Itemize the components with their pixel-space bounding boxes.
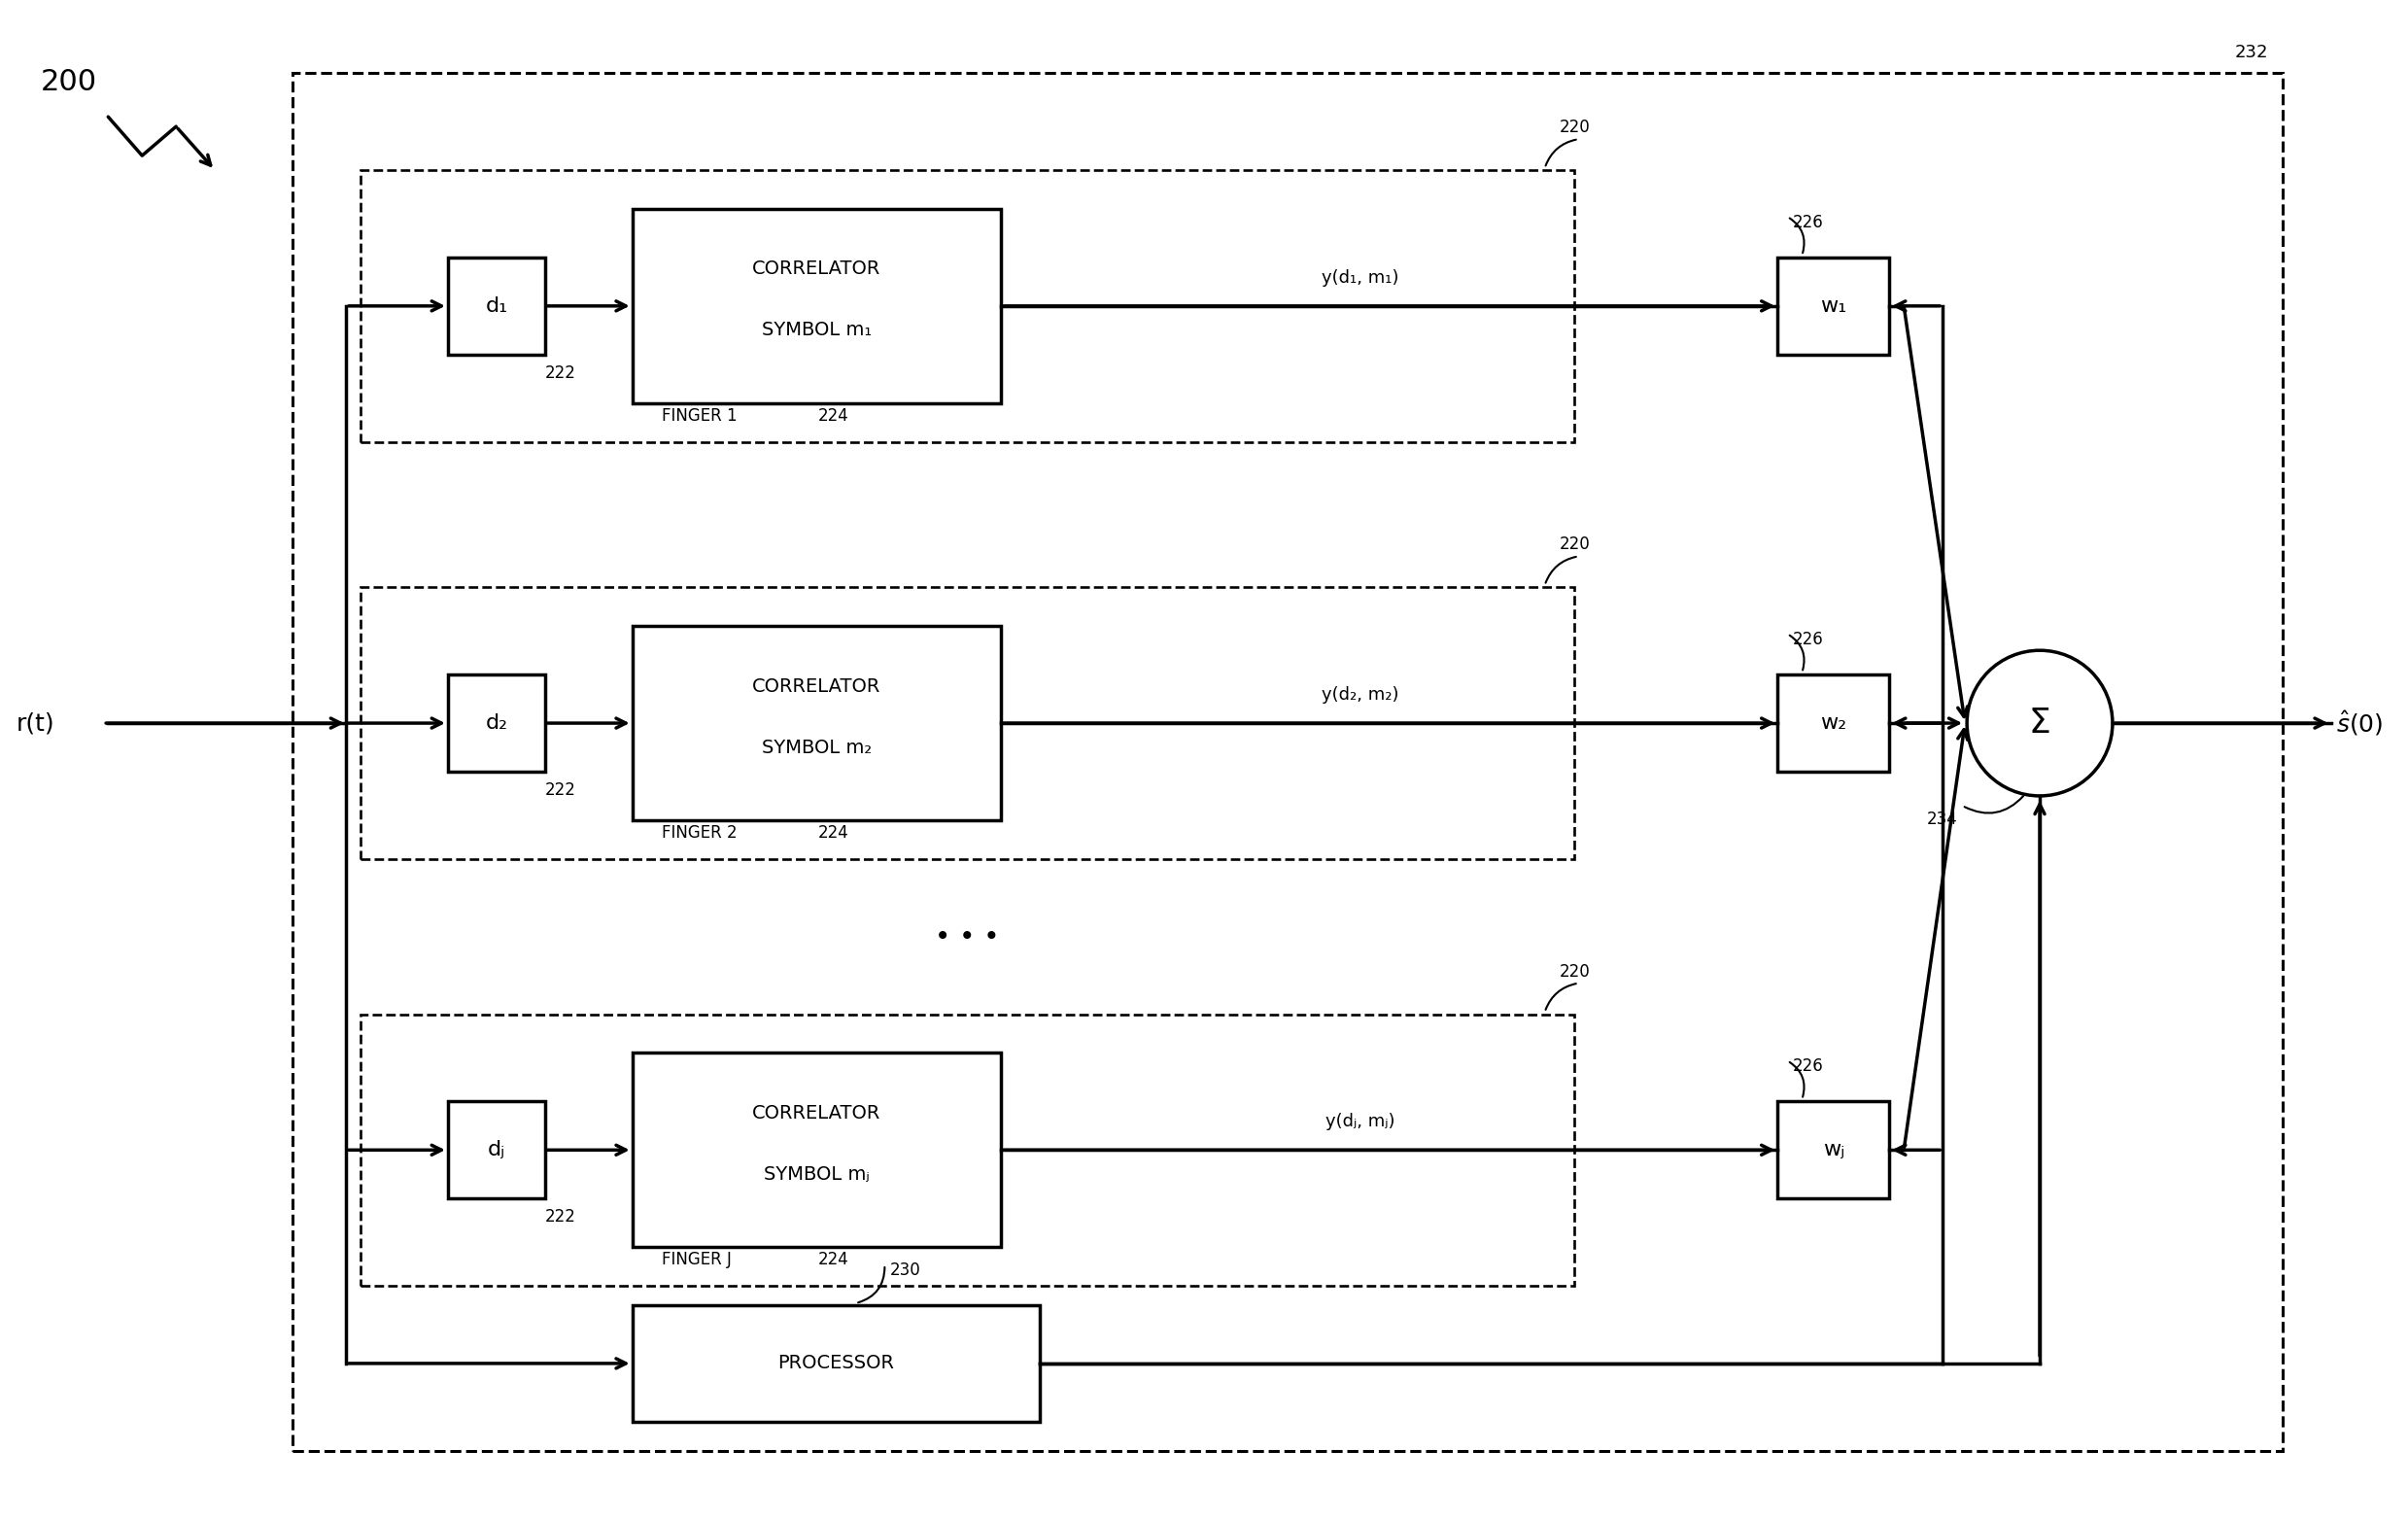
Text: r(t): r(t) — [17, 711, 55, 734]
Text: 222: 222 — [544, 365, 576, 382]
Text: w₁: w₁ — [1820, 296, 1847, 316]
Text: Σ: Σ — [2028, 707, 2052, 740]
Text: SYMBOL mⱼ: SYMBOL mⱼ — [763, 1164, 869, 1184]
Bar — [633, 1053, 1002, 1246]
Text: 200: 200 — [41, 68, 96, 96]
Text: y(dⱼ, mⱼ): y(dⱼ, mⱼ) — [1324, 1113, 1394, 1131]
Text: • • •: • • • — [934, 923, 999, 950]
Text: 230: 230 — [889, 1262, 920, 1278]
Text: CORRELATOR: CORRELATOR — [751, 260, 881, 278]
Bar — [291, 73, 2283, 1450]
Text: 226: 226 — [1792, 214, 1823, 231]
Bar — [1777, 1102, 1890, 1198]
Text: 222: 222 — [544, 1208, 576, 1225]
Text: 224: 224 — [819, 1251, 848, 1268]
Bar — [633, 626, 1002, 821]
Bar — [633, 1306, 1040, 1421]
Text: 232: 232 — [2235, 44, 2268, 61]
Text: FINGER 2: FINGER 2 — [662, 824, 737, 842]
Text: 224: 224 — [819, 824, 848, 842]
Text: y(d₁, m₁): y(d₁, m₁) — [1322, 269, 1399, 287]
Text: 220: 220 — [1560, 119, 1589, 137]
Text: SYMBOL m₁: SYMBOL m₁ — [761, 321, 872, 339]
Text: wⱼ: wⱼ — [1823, 1140, 1845, 1160]
Text: d₂: d₂ — [486, 713, 508, 733]
Text: 226: 226 — [1792, 1058, 1823, 1075]
Text: CORRELATOR: CORRELATOR — [751, 676, 881, 696]
Bar — [1777, 675, 1890, 772]
Circle shape — [1967, 651, 2112, 796]
Text: 220: 220 — [1560, 537, 1589, 553]
Text: 226: 226 — [1792, 631, 1823, 649]
Bar — [361, 1014, 1575, 1286]
Bar — [633, 208, 1002, 403]
Text: CORRELATOR: CORRELATOR — [751, 1104, 881, 1122]
Bar — [361, 170, 1575, 442]
Bar — [361, 587, 1575, 859]
Text: FINGER J: FINGER J — [662, 1251, 732, 1268]
Text: w₂: w₂ — [1820, 713, 1847, 733]
Text: $\hat{s}$(0): $\hat{s}$(0) — [2336, 708, 2384, 737]
Text: FINGER 1: FINGER 1 — [662, 407, 737, 424]
Text: 234: 234 — [1926, 810, 1958, 828]
Bar — [448, 675, 544, 772]
Text: SYMBOL m₂: SYMBOL m₂ — [761, 739, 872, 757]
Bar — [1777, 257, 1890, 354]
Text: dⱼ: dⱼ — [486, 1140, 506, 1160]
Text: d₁: d₁ — [484, 296, 508, 316]
Text: y(d₂, m₂): y(d₂, m₂) — [1322, 686, 1399, 704]
Bar — [448, 1102, 544, 1198]
Text: 222: 222 — [544, 781, 576, 800]
Bar — [448, 257, 544, 354]
Text: 224: 224 — [819, 407, 848, 424]
Text: 220: 220 — [1560, 962, 1589, 980]
Text: PROCESSOR: PROCESSOR — [778, 1354, 893, 1373]
